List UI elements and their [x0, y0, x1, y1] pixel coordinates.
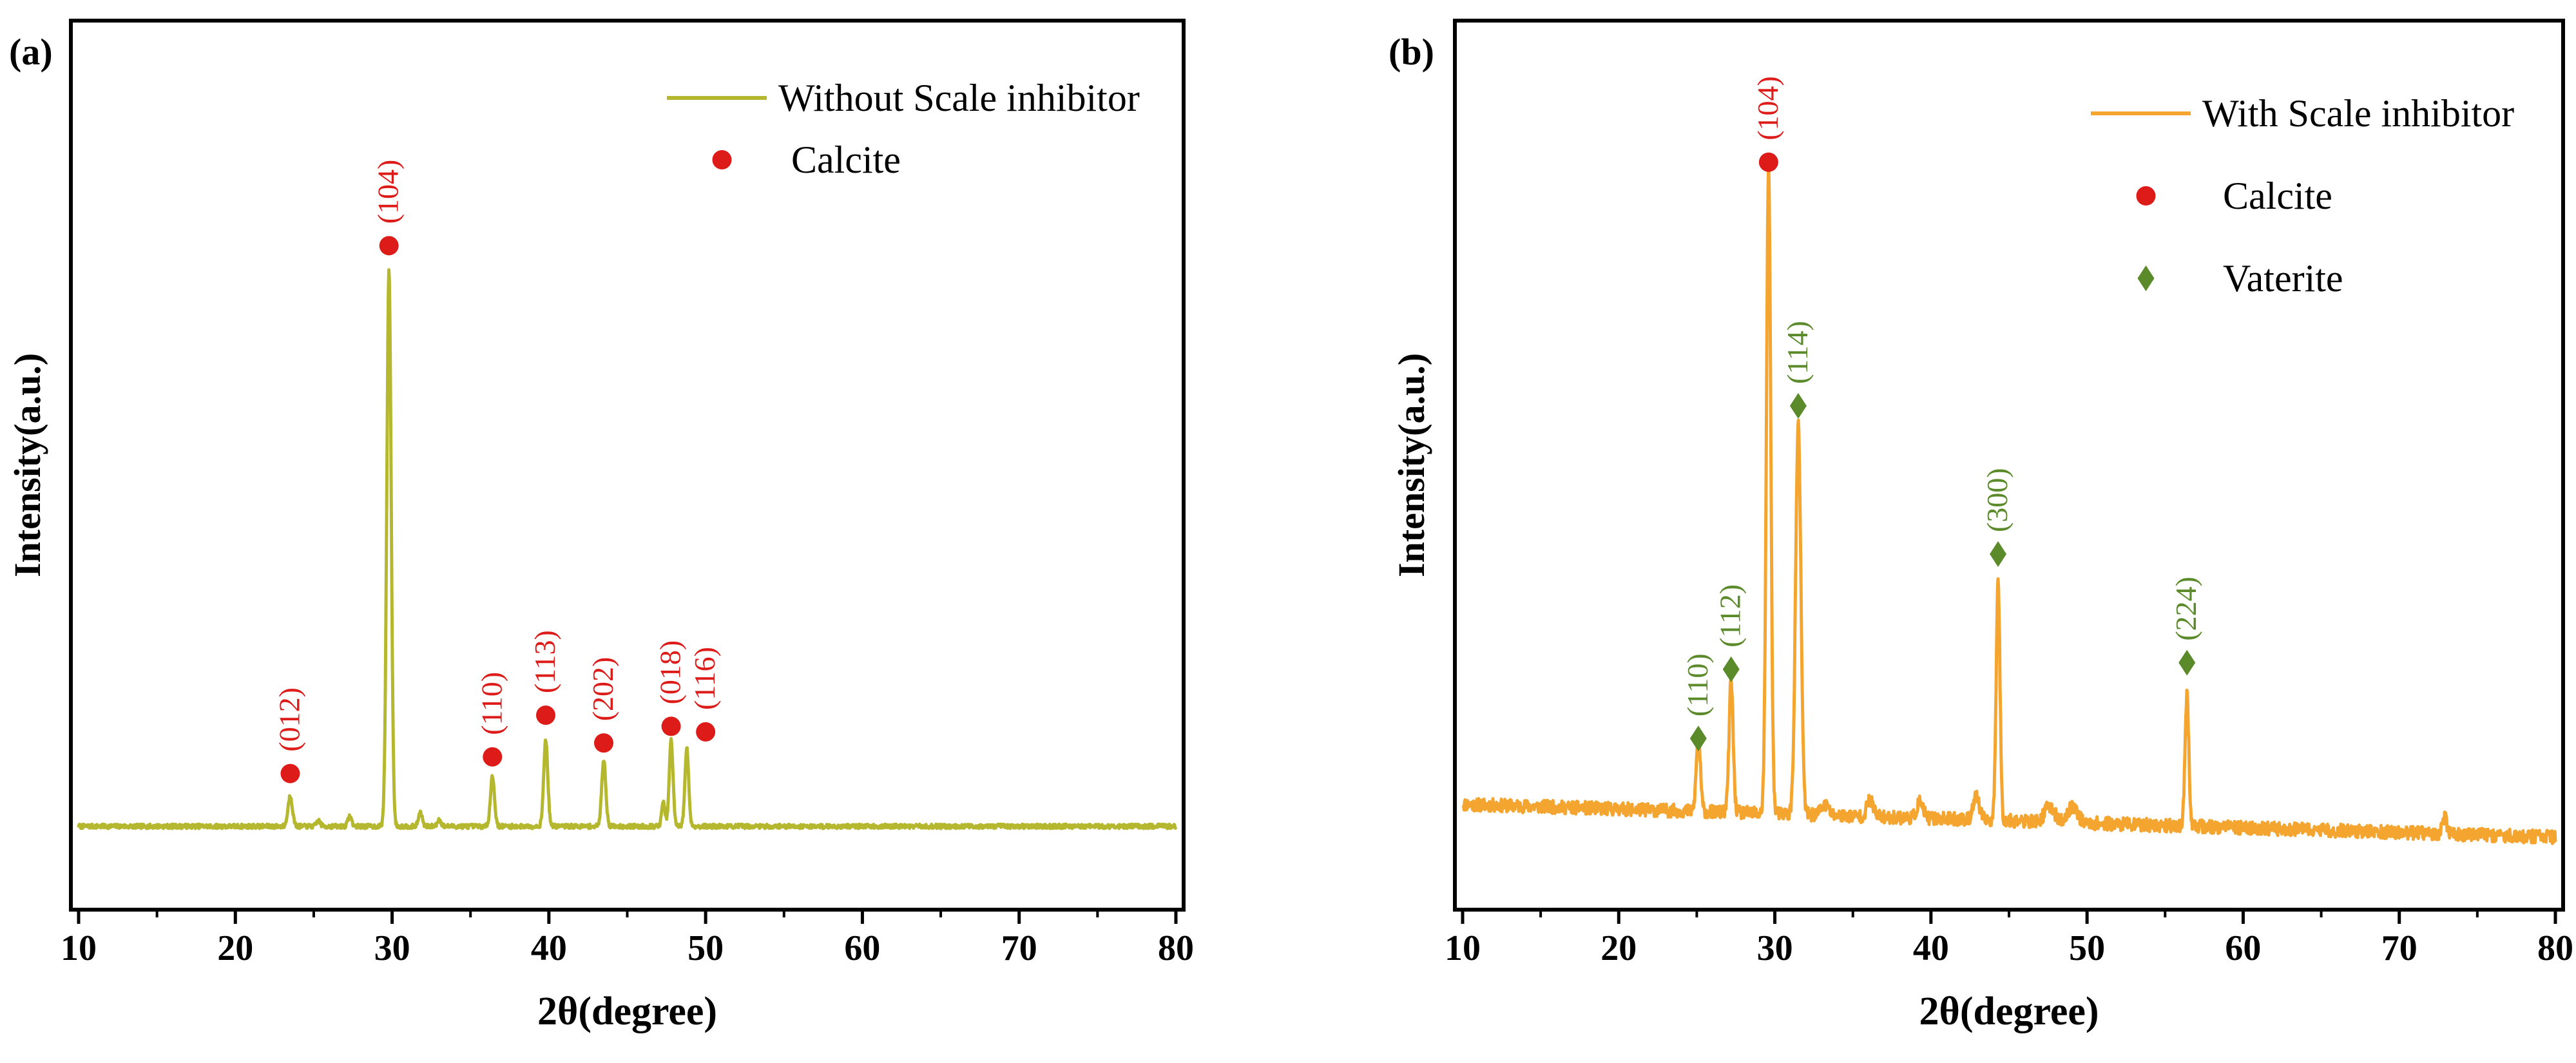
peak-hkl-label: (012): [273, 687, 305, 752]
x-tick-label: 30: [374, 928, 410, 968]
x-tick-label: 30: [1757, 928, 1793, 968]
legend-label: Calcite: [2223, 175, 2332, 217]
calcite-peak-marker: [483, 747, 503, 767]
y-axis-label: Intensity(a.u.): [1390, 353, 1432, 577]
x-tick-label: 10: [1445, 928, 1481, 968]
calcite-peak-marker: [594, 733, 614, 753]
peak-hkl-label: (104): [372, 160, 405, 224]
vaterite-peak-marker: [1990, 541, 2007, 567]
peak-hkl-label: (112): [1714, 584, 1747, 647]
legend-label: Calcite: [791, 139, 901, 181]
x-tick-label: 40: [531, 928, 567, 968]
peak-hkl-label: (114): [1781, 321, 1814, 384]
chart-panel-a: (a) 10 20 30 40 50 60 70 80 2θ(degree) Intensity(a…: [6, 19, 1194, 1033]
x-tick-label: 40: [1913, 928, 1949, 968]
calcite-peak-marker: [1758, 152, 1778, 172]
legend-vaterite-swatch: [2137, 265, 2155, 291]
peak-hkl-label: (116): [688, 647, 721, 710]
vaterite-peak-marker: [1789, 393, 1807, 419]
vaterite-peak-marker: [1722, 656, 1740, 682]
x-tick-label: 20: [1600, 928, 1637, 968]
calcite-peak-marker: [535, 705, 555, 725]
calcite-peak-marker: [696, 722, 716, 742]
x-tick-label: 80: [1158, 928, 1194, 968]
calcite-peak-marker: [661, 716, 681, 736]
legend-label: With Scale inhibitor: [2202, 92, 2514, 135]
legend-label: Vaterite: [2223, 257, 2343, 300]
peak-hkl-label: (113): [528, 630, 561, 693]
legend-calcite-swatch: [2136, 186, 2156, 206]
x-tick-label: 50: [2069, 928, 2105, 968]
x-tick-label: 80: [2537, 928, 2573, 968]
plot-frame: [69, 19, 1186, 912]
vaterite-peak-marker: [1689, 725, 1707, 752]
y-axis-label: Intensity(a.u.): [6, 353, 48, 577]
x-tick-label: 70: [1001, 928, 1037, 968]
legend-calcite-swatch: [712, 150, 732, 169]
peak-hkl-label: (224): [2169, 577, 2202, 641]
x-tick-label: 70: [2381, 928, 2417, 968]
chart-panel-b: (b) 10 20 30 40 50 60 70 80 2θ(degree) Intensity(a…: [1389, 19, 2573, 1033]
series-line: [1461, 160, 2557, 845]
vaterite-peak-marker: [2178, 649, 2196, 676]
x-tick-label: 20: [217, 928, 253, 968]
series-line: [77, 268, 1178, 830]
calcite-peak-marker: [280, 763, 300, 783]
peak-hkl-label: (300): [1981, 468, 2014, 532]
x-axis-label: 2θ(degree): [537, 990, 717, 1033]
peak-hkl-label: (018): [654, 640, 687, 705]
plot-frame: [1453, 19, 2565, 912]
x-tick-label: 10: [61, 928, 97, 968]
peak-hkl-label: (104): [1751, 76, 1784, 140]
calcite-peak-marker: [379, 236, 399, 256]
panel-label: (a): [9, 31, 53, 73]
legend-label: Without Scale inhibitor: [778, 77, 1140, 119]
panel-label: (b): [1389, 31, 1434, 73]
peak-hkl-label: (110): [1681, 653, 1714, 716]
x-tick-label: 50: [687, 928, 724, 968]
x-axis-label: 2θ(degree): [1919, 990, 2099, 1033]
peak-hkl-label: (202): [586, 657, 619, 722]
x-tick-label: 60: [844, 928, 880, 968]
peak-hkl-label: (110): [475, 672, 508, 735]
x-tick-label: 60: [2225, 928, 2261, 968]
